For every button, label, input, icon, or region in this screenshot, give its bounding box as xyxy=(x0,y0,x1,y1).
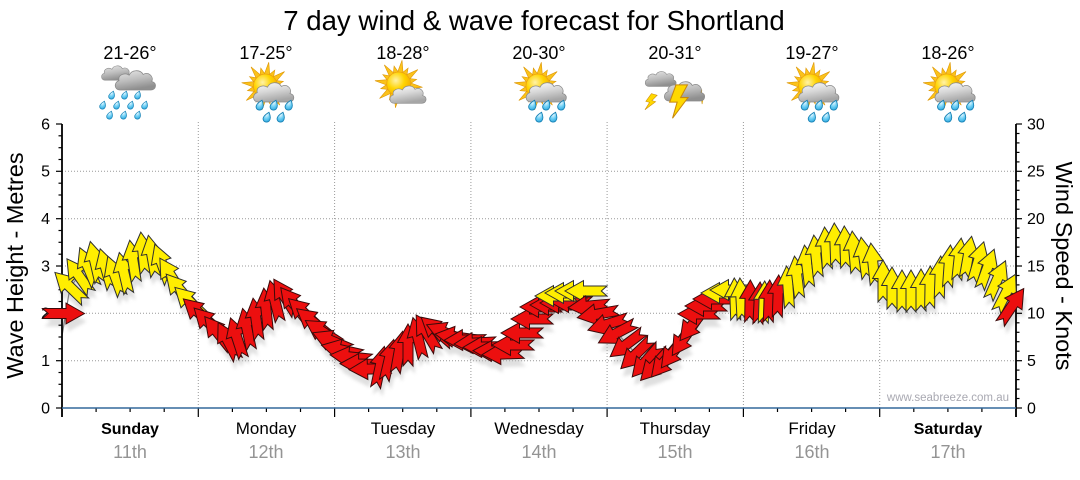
svg-text:12th: 12th xyxy=(248,442,283,462)
svg-text:6: 6 xyxy=(41,116,50,133)
svg-text:Tuesday: Tuesday xyxy=(371,419,436,438)
svg-text:2: 2 xyxy=(41,306,50,323)
svg-text:www.seabreeze.com.au: www.seabreeze.com.au xyxy=(886,392,1009,404)
svg-text:15th: 15th xyxy=(657,442,692,462)
svg-text:Thursday: Thursday xyxy=(640,419,711,438)
svg-text:17th: 17th xyxy=(930,442,965,462)
svg-text:17-25°: 17-25° xyxy=(239,43,292,63)
svg-text:Saturday: Saturday xyxy=(914,421,983,438)
svg-text:Wave Height - Metres: Wave Height - Metres xyxy=(2,152,28,378)
svg-text:20-31°: 20-31° xyxy=(648,43,701,63)
svg-text:Wind Speed - Knots: Wind Speed - Knots xyxy=(1051,162,1077,371)
svg-text:1: 1 xyxy=(41,353,50,370)
svg-text:0: 0 xyxy=(1027,400,1036,417)
svg-text:20: 20 xyxy=(1027,211,1045,228)
svg-text:Wednesday: Wednesday xyxy=(494,419,584,438)
svg-text:13th: 13th xyxy=(385,442,420,462)
svg-text:18-26°: 18-26° xyxy=(921,43,974,63)
svg-text:30: 30 xyxy=(1027,116,1045,133)
svg-text:21-26°: 21-26° xyxy=(103,43,156,63)
svg-text:Sunday: Sunday xyxy=(101,421,159,438)
svg-text:25: 25 xyxy=(1027,164,1045,181)
svg-text:4: 4 xyxy=(41,211,50,228)
svg-text:20-30°: 20-30° xyxy=(512,43,565,63)
svg-text:0: 0 xyxy=(41,400,50,417)
svg-text:3: 3 xyxy=(41,258,50,275)
svg-text:15: 15 xyxy=(1027,258,1045,275)
svg-text:5: 5 xyxy=(41,164,50,181)
svg-text:18-28°: 18-28° xyxy=(376,43,429,63)
svg-text:19-27°: 19-27° xyxy=(785,43,838,63)
svg-text:7 day wind & wave forecast for: 7 day wind & wave forecast for Shortland xyxy=(283,5,785,36)
svg-text:11th: 11th xyxy=(113,442,147,462)
svg-text:16th: 16th xyxy=(794,442,829,462)
svg-text:14th: 14th xyxy=(521,442,556,462)
svg-text:Monday: Monday xyxy=(236,419,297,438)
svg-text:5: 5 xyxy=(1027,353,1036,370)
svg-text:Friday: Friday xyxy=(788,419,836,438)
svg-text:10: 10 xyxy=(1027,306,1045,323)
